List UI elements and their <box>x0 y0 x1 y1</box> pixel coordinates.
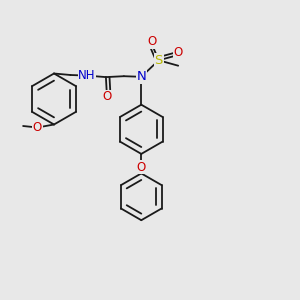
Text: NH: NH <box>78 69 96 82</box>
Text: N: N <box>136 70 146 83</box>
Text: S: S <box>154 54 163 67</box>
Text: O: O <box>102 90 111 103</box>
Text: O: O <box>33 121 42 134</box>
Text: O: O <box>174 46 183 59</box>
Text: O: O <box>148 35 157 48</box>
Text: O: O <box>137 161 146 174</box>
